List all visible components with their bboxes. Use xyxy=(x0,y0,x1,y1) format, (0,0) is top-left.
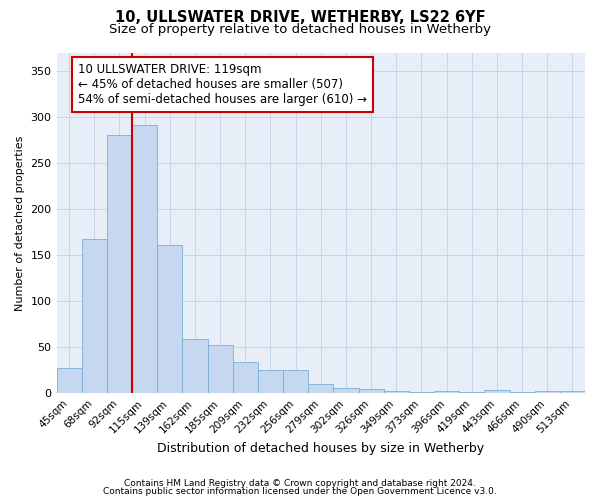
Bar xyxy=(509,392,535,394)
Y-axis label: Number of detached properties: Number of detached properties xyxy=(15,135,25,310)
Text: Size of property relative to detached houses in Wetherby: Size of property relative to detached ho… xyxy=(109,22,491,36)
Bar xyxy=(283,370,308,394)
Bar xyxy=(208,346,233,394)
Bar xyxy=(132,126,157,394)
Bar xyxy=(107,136,132,394)
Bar xyxy=(258,370,283,394)
Bar xyxy=(484,390,509,394)
Bar xyxy=(359,388,383,394)
Bar xyxy=(157,245,182,394)
Bar xyxy=(409,392,434,394)
Text: 10 ULLSWATER DRIVE: 119sqm
← 45% of detached houses are smaller (507)
54% of sem: 10 ULLSWATER DRIVE: 119sqm ← 45% of deta… xyxy=(77,62,367,106)
Bar xyxy=(233,362,258,394)
Bar xyxy=(459,392,484,394)
Bar xyxy=(334,388,359,394)
Bar xyxy=(82,238,107,394)
Text: 10, ULLSWATER DRIVE, WETHERBY, LS22 6YF: 10, ULLSWATER DRIVE, WETHERBY, LS22 6YF xyxy=(115,10,485,25)
Bar xyxy=(535,390,560,394)
Bar xyxy=(383,390,409,394)
Text: Contains public sector information licensed under the Open Government Licence v3: Contains public sector information licen… xyxy=(103,487,497,496)
Text: Contains HM Land Registry data © Crown copyright and database right 2024.: Contains HM Land Registry data © Crown c… xyxy=(124,478,476,488)
Bar xyxy=(560,390,585,394)
Bar xyxy=(182,339,208,394)
Bar xyxy=(308,384,334,394)
Bar xyxy=(56,368,82,394)
Bar xyxy=(434,390,459,394)
X-axis label: Distribution of detached houses by size in Wetherby: Distribution of detached houses by size … xyxy=(157,442,484,455)
